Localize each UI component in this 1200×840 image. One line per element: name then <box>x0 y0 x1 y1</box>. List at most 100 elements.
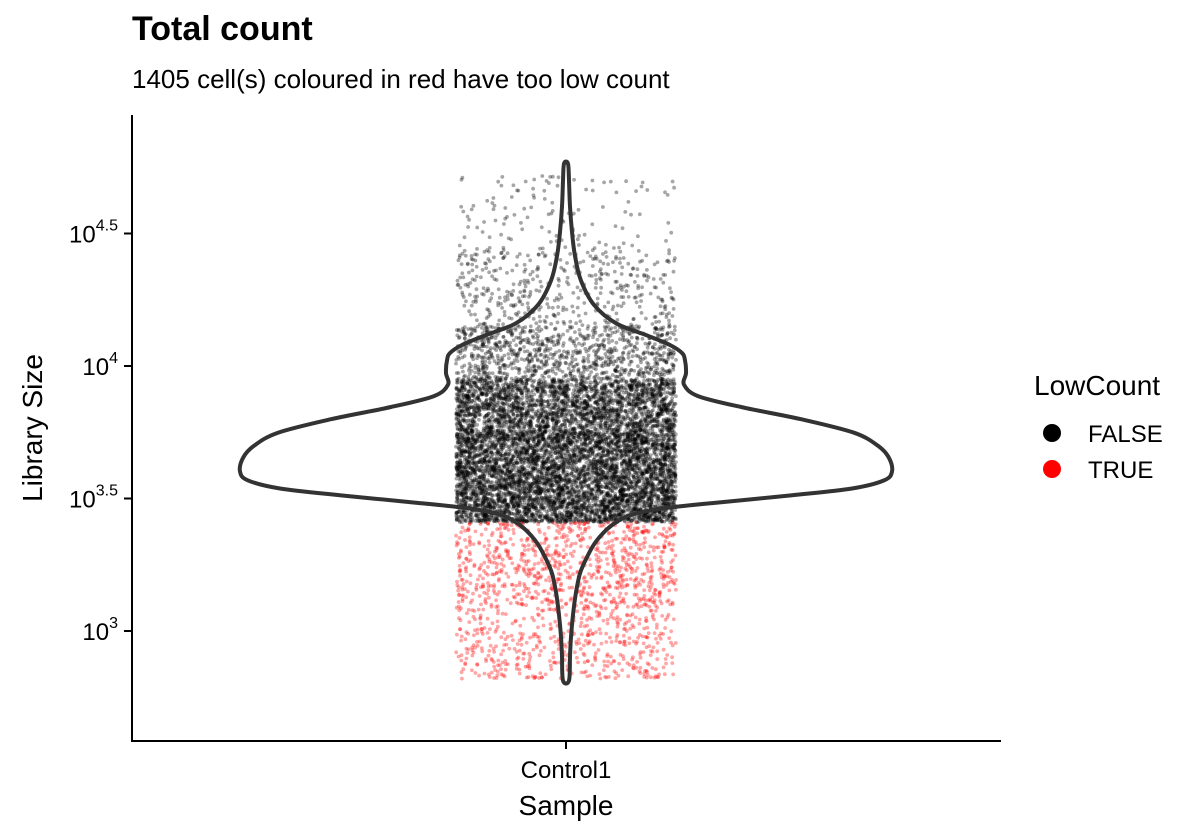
data-point <box>505 469 510 474</box>
data-point <box>487 471 492 475</box>
data-point <box>527 498 531 503</box>
data-point <box>558 475 563 480</box>
data-point <box>499 453 504 458</box>
data-point <box>534 513 539 518</box>
data-point <box>454 434 459 438</box>
data-point <box>539 489 544 494</box>
data-point <box>517 499 522 503</box>
data-point <box>564 472 569 477</box>
data-point <box>626 466 630 471</box>
data-point <box>490 442 495 446</box>
data-point <box>528 465 533 470</box>
data-point <box>626 461 631 465</box>
data-point <box>669 491 673 495</box>
data-point <box>501 435 506 440</box>
data-point <box>504 442 508 446</box>
data-point <box>530 468 534 473</box>
data-point <box>639 438 643 442</box>
data-point <box>570 498 575 502</box>
data-point <box>627 471 632 475</box>
data-point <box>615 497 619 502</box>
data-point <box>542 443 547 447</box>
data-point <box>567 501 571 505</box>
data-point <box>506 438 511 443</box>
data-point <box>649 518 653 523</box>
data-point <box>594 471 599 475</box>
data-point <box>553 476 558 481</box>
data-point <box>511 438 516 443</box>
data-point <box>666 471 671 476</box>
data-point <box>478 453 483 457</box>
data-point <box>533 488 537 493</box>
data-point <box>542 486 546 490</box>
data-point <box>523 451 528 456</box>
data-point <box>578 482 583 486</box>
data-point <box>592 479 596 483</box>
data-point <box>541 462 546 467</box>
data-point <box>479 469 484 473</box>
data-point <box>637 516 641 521</box>
data-point <box>505 456 509 461</box>
data-point <box>592 457 596 462</box>
data-point <box>535 455 539 460</box>
data-point <box>527 490 532 494</box>
data-point <box>548 477 553 481</box>
data-point <box>599 477 604 482</box>
data-point <box>560 447 565 452</box>
data-point <box>474 493 478 498</box>
data-point <box>604 465 609 470</box>
data-point <box>635 494 639 499</box>
data-point <box>598 518 603 522</box>
data-point <box>642 440 646 444</box>
data-point <box>471 488 476 493</box>
data-point <box>554 479 559 484</box>
data-point <box>554 461 558 466</box>
data-point <box>631 457 636 462</box>
data-point <box>488 460 492 464</box>
data-point <box>559 463 564 467</box>
data-point <box>515 433 520 438</box>
data-point <box>464 495 469 500</box>
data-point <box>654 438 658 442</box>
data-point <box>458 460 462 465</box>
data-point <box>595 510 599 515</box>
data-point <box>534 454 539 459</box>
data-point <box>573 488 577 493</box>
data-point <box>527 507 532 512</box>
data-point <box>552 469 557 474</box>
data-point <box>474 498 479 503</box>
data-point <box>654 472 658 476</box>
data-point <box>561 433 565 438</box>
data-point <box>501 469 505 473</box>
data-point <box>483 493 488 497</box>
data-point <box>565 492 570 496</box>
data-point <box>518 460 523 465</box>
data-point <box>631 499 635 504</box>
data-point <box>530 502 534 506</box>
data-point <box>532 476 537 480</box>
data-point <box>543 466 548 471</box>
data-point <box>548 436 553 440</box>
data-point <box>624 499 629 504</box>
data-point <box>458 444 462 449</box>
data-point <box>646 465 651 469</box>
data-point <box>546 466 550 471</box>
data-point <box>616 511 621 515</box>
data-point <box>575 467 580 472</box>
data-point <box>604 447 609 452</box>
data-point <box>657 482 662 487</box>
data-point <box>576 445 580 449</box>
data-point <box>613 491 618 496</box>
data-point <box>668 498 672 503</box>
data-point <box>581 495 586 500</box>
data-point <box>459 481 463 486</box>
data-point <box>459 469 464 473</box>
data-point <box>598 440 602 445</box>
data-point <box>519 449 523 453</box>
data-point <box>560 514 565 519</box>
data-point <box>574 475 579 480</box>
data-point <box>505 468 510 472</box>
data-point <box>494 466 499 471</box>
data-point <box>614 441 619 446</box>
data-point <box>538 467 542 472</box>
